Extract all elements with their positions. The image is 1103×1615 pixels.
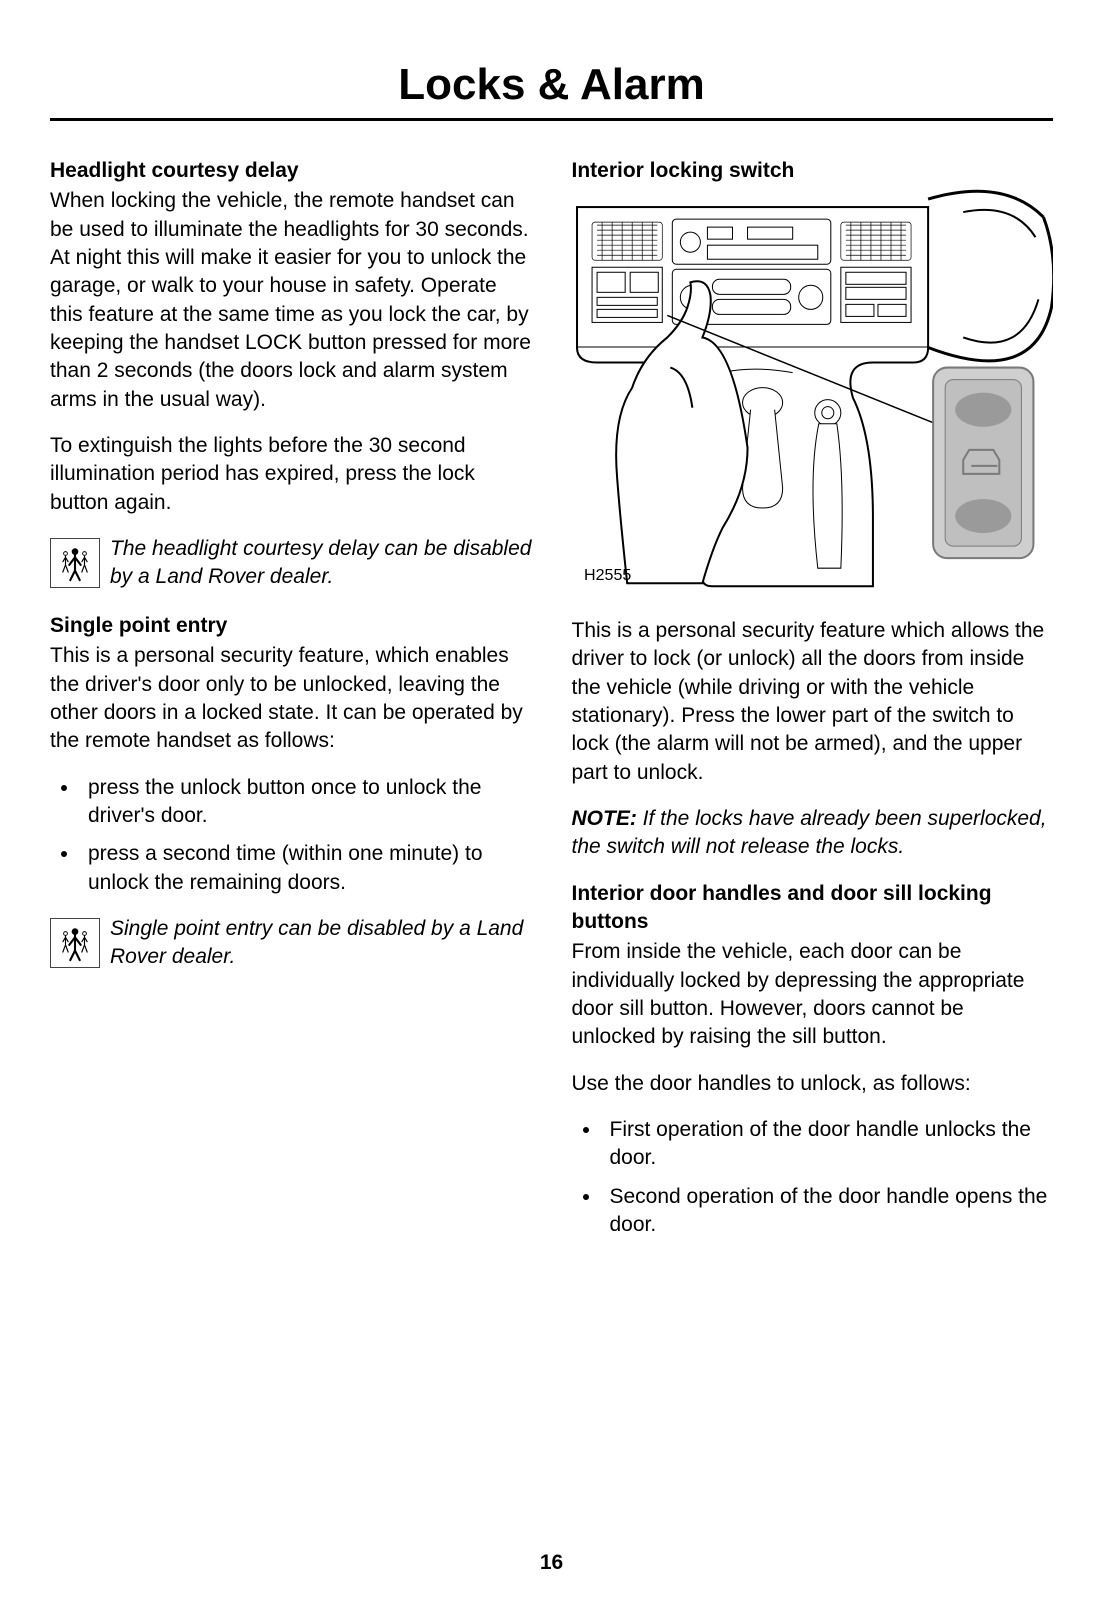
note-text: Single point entry can be disabled by a …: [110, 915, 532, 972]
heading-interior-locking-switch: Interior locking switch: [572, 157, 1054, 185]
list-item: First operation of the door handle unloc…: [602, 1116, 1054, 1173]
bullet-list: press the unlock button once to unlock t…: [50, 774, 532, 897]
left-column: Headlight courtesy delay When locking th…: [50, 151, 532, 1257]
figure-ref: H2555: [584, 567, 631, 585]
heading-headlight-delay: Headlight courtesy delay: [50, 157, 532, 185]
heading-door-handles: Interior door handles and door sill lock…: [572, 880, 1054, 937]
people-icon: [50, 918, 100, 968]
note-label: NOTE:: [572, 807, 637, 830]
heading-single-point-entry: Single point entry: [50, 612, 532, 640]
paragraph: When locking the vehicle, the remote han…: [50, 187, 532, 414]
people-icon: [50, 538, 100, 588]
dealer-note: The headlight courtesy delay can be disa…: [50, 535, 532, 592]
bullet-list: First operation of the door handle unloc…: [572, 1116, 1054, 1239]
right-column: Interior locking switch: [572, 151, 1054, 1257]
manual-page: Locks & Alarm Headlight courtesy delay W…: [0, 0, 1103, 1615]
page-title: Locks & Alarm: [50, 60, 1053, 121]
note-body: If the locks have already been superlock…: [572, 807, 1047, 858]
paragraph: This is a personal security feature whic…: [572, 617, 1054, 787]
dashboard-figure: H2555: [572, 187, 1054, 597]
page-number: 16: [0, 1551, 1103, 1575]
list-item: Second operation of the door handle open…: [602, 1183, 1054, 1240]
list-item: press a second time (within one minute) …: [80, 840, 532, 897]
content-columns: Headlight courtesy delay When locking th…: [50, 151, 1053, 1257]
paragraph: This is a personal security feature, whi…: [50, 642, 532, 755]
note-text: The headlight courtesy delay can be disa…: [110, 535, 532, 592]
paragraph: From inside the vehicle, each door can b…: [572, 938, 1054, 1051]
paragraph: To extinguish the lights before the 30 s…: [50, 432, 532, 517]
dealer-note: Single point entry can be disabled by a …: [50, 915, 532, 972]
locking-switch-inset: [933, 368, 1033, 559]
paragraph: Use the door handles to unlock, as follo…: [572, 1070, 1054, 1098]
list-item: press the unlock button once to unlock t…: [80, 774, 532, 831]
note-paragraph: NOTE: If the locks have already been sup…: [572, 805, 1054, 862]
